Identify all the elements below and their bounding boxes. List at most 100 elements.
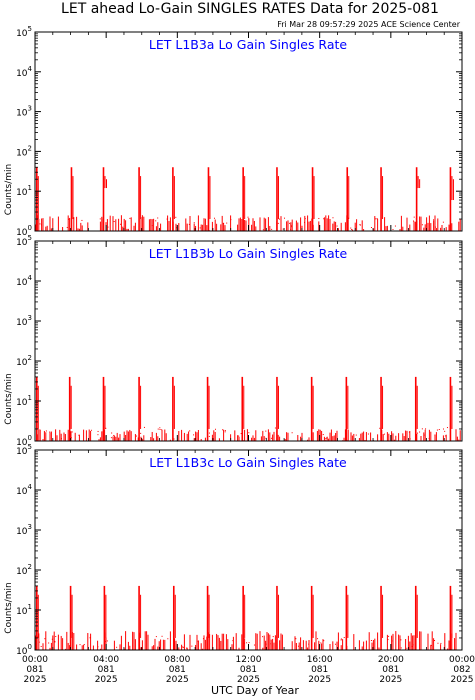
plot-frame [34, 449, 463, 651]
data-point [434, 640, 436, 642]
x-tick-label: 20:00 [378, 655, 404, 665]
data-point [68, 218, 70, 220]
data-point [290, 225, 292, 227]
x-tick-label: 081 [382, 665, 399, 675]
x-tick-label: 081 [169, 665, 186, 675]
data-point [274, 427, 276, 429]
data-point [272, 636, 274, 638]
x-tick-label: 081 [311, 665, 328, 675]
data-point [166, 218, 168, 220]
data-point [421, 224, 423, 226]
data-point [78, 434, 80, 436]
y-tick-label: 102 [16, 354, 32, 368]
data-point [208, 432, 210, 434]
data-point [157, 217, 159, 219]
data-point [325, 437, 327, 439]
data-point [367, 433, 369, 435]
data-point [55, 636, 57, 638]
y-tick-label: 104 [16, 274, 32, 288]
data-point [379, 427, 381, 429]
data-point [54, 640, 56, 642]
x-tick-label: 2025 [379, 675, 402, 685]
x-tick-label: 082 [453, 665, 470, 675]
data-point [89, 637, 91, 639]
x-tick-label: 2025 [451, 675, 474, 685]
data-point [436, 429, 438, 431]
data-point [413, 220, 415, 222]
x-tick-label: 081 [98, 665, 115, 675]
data-point [226, 222, 228, 224]
x-tick-label: 2025 [237, 675, 260, 685]
data-point [413, 644, 415, 646]
data-point [383, 433, 385, 435]
y-tick-label: 102 [16, 144, 32, 158]
data-point [44, 638, 46, 640]
data-point [113, 221, 115, 223]
data-point [253, 644, 255, 646]
data-point [350, 227, 352, 229]
data-point [79, 644, 81, 646]
data-point [51, 638, 53, 640]
panel-title: LET L1B3b Lo Gain Singles Rate [149, 246, 348, 261]
data-point [238, 435, 240, 437]
data-point [40, 224, 42, 226]
data-point [318, 217, 320, 219]
x-tick-label: 2025 [308, 675, 331, 685]
data-point [340, 638, 342, 640]
plot-frame [34, 31, 463, 232]
data-point [83, 644, 85, 646]
data-point [199, 227, 201, 229]
data-point [214, 428, 216, 430]
plot-frame [34, 240, 463, 442]
data-point [370, 640, 372, 642]
x-tick-label: 2025 [166, 675, 189, 685]
data-point [113, 434, 115, 436]
data-point [278, 218, 280, 220]
data-point [99, 218, 101, 220]
data-point [400, 639, 402, 641]
data-point [444, 430, 446, 432]
data-point [90, 429, 92, 431]
y-axis-label: Counts/min [4, 373, 14, 424]
data-point [81, 219, 83, 221]
data-point [419, 431, 421, 433]
data-point [248, 219, 250, 221]
data-point [232, 640, 234, 642]
x-axis-label: UTC Day of Year [211, 684, 299, 697]
data-point [375, 218, 377, 220]
data-point [424, 434, 426, 436]
y-tick-label: 101 [16, 394, 32, 408]
data-point [97, 434, 99, 436]
y-tick-label: 104 [16, 483, 32, 497]
data-point [376, 218, 378, 220]
panel-title: LET L1B3c Lo Gain Singles Rate [149, 455, 347, 470]
data-point [151, 225, 153, 227]
data-point [409, 438, 411, 440]
data-point [167, 638, 169, 640]
x-tick-label: 04:00 [93, 655, 119, 665]
data-point [343, 637, 345, 639]
data-point [247, 216, 249, 218]
data-point [332, 217, 334, 219]
data-point [66, 226, 68, 228]
data-point [434, 434, 436, 436]
data-point [289, 222, 291, 224]
data-point [97, 646, 99, 648]
data-point [355, 434, 357, 436]
data-point [54, 641, 56, 643]
data-point [159, 427, 161, 429]
y-tick-label: 103 [16, 523, 32, 537]
data-point [295, 638, 297, 640]
data-point [304, 221, 306, 223]
y-tick-label: 102 [16, 563, 32, 577]
data-point [155, 220, 157, 222]
data-point [438, 428, 440, 430]
data-point [416, 432, 418, 434]
data-point [340, 639, 342, 641]
data-point [71, 431, 73, 433]
x-tick-label: 2025 [24, 675, 47, 685]
data-point [387, 639, 389, 641]
x-tick-label: 12:00 [236, 655, 262, 665]
data-point [440, 642, 442, 644]
